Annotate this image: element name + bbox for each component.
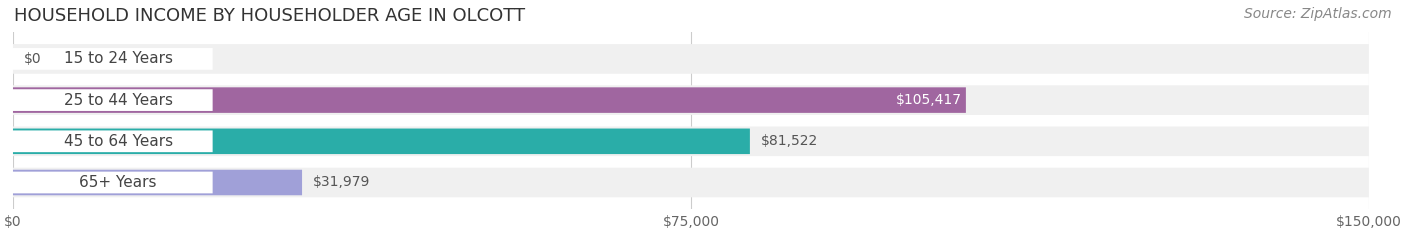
FancyBboxPatch shape bbox=[13, 168, 1369, 197]
FancyBboxPatch shape bbox=[3, 130, 212, 152]
FancyBboxPatch shape bbox=[3, 89, 212, 111]
Text: 25 to 44 Years: 25 to 44 Years bbox=[63, 93, 173, 108]
FancyBboxPatch shape bbox=[13, 129, 749, 154]
Text: $31,979: $31,979 bbox=[314, 175, 370, 189]
Text: HOUSEHOLD INCOME BY HOUSEHOLDER AGE IN OLCOTT: HOUSEHOLD INCOME BY HOUSEHOLDER AGE IN O… bbox=[14, 7, 526, 25]
FancyBboxPatch shape bbox=[13, 44, 1369, 74]
Text: $0: $0 bbox=[24, 52, 41, 66]
FancyBboxPatch shape bbox=[3, 48, 212, 70]
Text: $105,417: $105,417 bbox=[896, 93, 962, 107]
Text: 65+ Years: 65+ Years bbox=[79, 175, 157, 190]
Text: 15 to 24 Years: 15 to 24 Years bbox=[63, 51, 173, 66]
FancyBboxPatch shape bbox=[13, 87, 966, 113]
Text: 45 to 64 Years: 45 to 64 Years bbox=[63, 134, 173, 149]
FancyBboxPatch shape bbox=[13, 85, 1369, 115]
FancyBboxPatch shape bbox=[13, 170, 302, 195]
Text: $81,522: $81,522 bbox=[761, 134, 818, 148]
FancyBboxPatch shape bbox=[3, 172, 212, 193]
FancyBboxPatch shape bbox=[13, 127, 1369, 156]
Text: Source: ZipAtlas.com: Source: ZipAtlas.com bbox=[1244, 7, 1392, 21]
